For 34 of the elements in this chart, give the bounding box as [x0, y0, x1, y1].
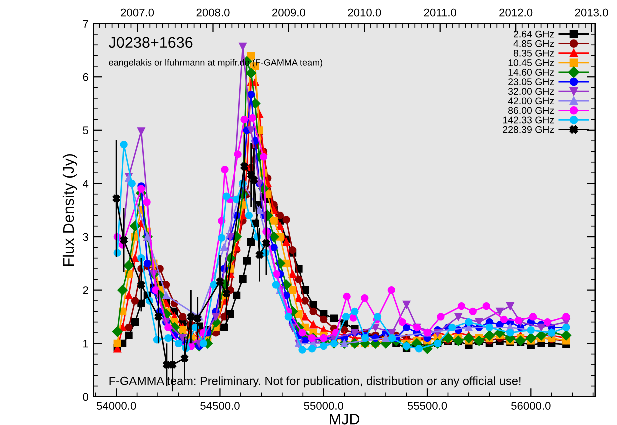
x2-tick-label: 2012.0 [500, 8, 533, 17]
y-tick-label: 7 [83, 20, 88, 28]
x2-tick-label: 2013.0 [575, 8, 608, 17]
x-axis-title: MJD [330, 414, 360, 425]
y-axis-title: Flux Density (Jy) [62, 154, 78, 266]
x-tick-label: 56000.0 [512, 402, 551, 410]
x2-tick-label: 2010.0 [348, 8, 382, 17]
x2-tick-label: 2007.0 [121, 8, 154, 17]
x2-tick-label: 2008.0 [196, 8, 230, 17]
y-tick-label: 5 [83, 126, 88, 135]
x-tick-label: 55000.0 [304, 402, 344, 410]
y-tick-label: 1 [84, 340, 88, 348]
x-tick-label: 54500.0 [200, 402, 240, 410]
x2-tick-label: 2011.0 [424, 8, 457, 17]
legend-label: 32.00 GHz [508, 88, 554, 96]
legend-label: 2.64 GHz [514, 30, 554, 38]
legend-label: 4.85 GHz [514, 40, 554, 48]
legend-label: 86.00 GHz [508, 107, 554, 114]
legend-label: 14.60 GHz [508, 69, 554, 76]
x-tick-label: 54000.0 [96, 402, 136, 410]
legend-label: 42.00 GHz [508, 98, 554, 105]
y-tick-label: 4 [83, 180, 89, 188]
text: J0238+1636 [109, 37, 193, 48]
x-tick-label: 55500.0 [408, 402, 448, 410]
legend-label: 142.33 GHz [503, 116, 554, 124]
legend-label: 228.39 GHz [503, 126, 554, 134]
legend-label: 8.35 GHz [514, 50, 554, 57]
y-tick-label: 2 [83, 286, 88, 294]
y-tick-label: 0 [83, 393, 88, 402]
legend-label: 23.05 GHz [508, 78, 554, 86]
x2-tick-label: 2009.0 [272, 8, 306, 17]
y-tick-label: 6 [83, 73, 88, 82]
legend-label: 10.45 GHz [508, 60, 554, 66]
y-tick-label: 3 [83, 233, 88, 242]
